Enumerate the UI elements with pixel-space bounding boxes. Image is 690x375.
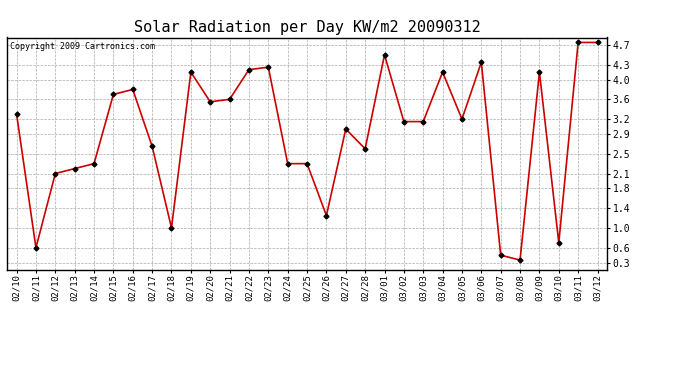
Title: Solar Radiation per Day KW/m2 20090312: Solar Radiation per Day KW/m2 20090312 <box>134 20 480 35</box>
Text: Copyright 2009 Cartronics.com: Copyright 2009 Cartronics.com <box>10 42 155 51</box>
